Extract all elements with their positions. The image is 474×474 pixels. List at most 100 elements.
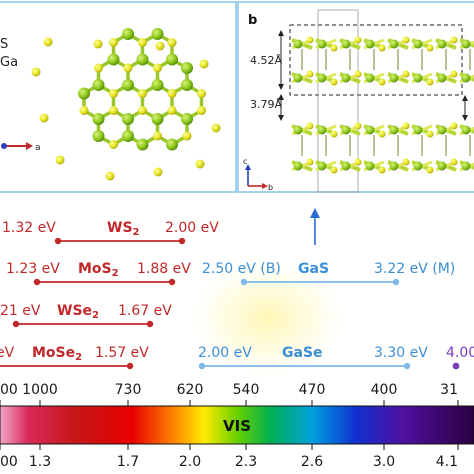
- ws2-band: [54, 237, 186, 245]
- s-atom: [378, 166, 386, 174]
- far-uv-value: 4.00: [446, 345, 474, 361]
- ga-atom: [181, 79, 193, 91]
- wse2-left-value: 21 eV: [0, 303, 41, 319]
- s-atom: [354, 158, 362, 166]
- ga-atom: [166, 138, 178, 151]
- axis-c-label: c: [243, 157, 247, 166]
- ga-atom: [293, 125, 303, 135]
- energy-tick-label: 00: [0, 454, 18, 470]
- gas-right-value: 3.22 eV (M): [374, 261, 455, 277]
- wavelength-tick-label: 00: [0, 382, 18, 398]
- s-atom: [426, 166, 434, 174]
- s-atom: [79, 106, 89, 115]
- s-atom: [138, 106, 147, 115]
- ga-atom: [107, 53, 120, 66]
- s-atom: [109, 106, 118, 115]
- ga-atom: [92, 79, 105, 91]
- s-atom: [109, 140, 118, 149]
- s-atom: [354, 36, 362, 44]
- mose2-band: [0, 362, 134, 370]
- s-atom: [402, 158, 410, 166]
- ga-atom: [461, 161, 471, 171]
- layered-structure: [291, 36, 474, 174]
- axis-cb-icon: [245, 164, 268, 189]
- s-atom: [378, 44, 386, 52]
- ga-atom: [365, 125, 375, 135]
- wavelength-tick-label: 1000: [22, 382, 58, 398]
- energy-tick-label: 1.7: [117, 454, 139, 470]
- energy-tick-label: 2.6: [301, 454, 323, 470]
- s-atom: [199, 59, 209, 69]
- s-atom: [450, 36, 458, 44]
- panel-b-letter: b: [248, 13, 257, 28]
- s-atom: [138, 38, 147, 47]
- gas-honeycomb-structure: [31, 28, 221, 181]
- s-atom: [211, 123, 221, 133]
- s-atom: [450, 158, 458, 166]
- ga-atom: [341, 39, 351, 49]
- wse2-name: WSe2: [57, 303, 99, 321]
- s-atom: [306, 122, 314, 130]
- s-atom: [123, 63, 133, 73]
- mos2-name: MoS2: [78, 261, 119, 279]
- s-atom: [197, 106, 206, 115]
- axis-a-label: a: [35, 143, 41, 153]
- s-atom: [197, 89, 206, 98]
- mose2-left-value: eV: [0, 345, 15, 361]
- s-atom: [55, 155, 65, 165]
- ga-atom: [413, 73, 423, 83]
- ga-atom: [413, 161, 423, 171]
- ga-atom: [341, 125, 351, 135]
- gase-left-value: 2.00 eV: [198, 345, 252, 361]
- mos2-right-value: 1.88 eV: [137, 261, 191, 277]
- wavelength-tick-label: 400: [371, 382, 398, 398]
- ga-atom: [136, 53, 149, 66]
- s-atom: [155, 41, 165, 51]
- ga-atom: [92, 130, 105, 142]
- ga-atom: [293, 161, 303, 171]
- ga-atom: [365, 73, 375, 83]
- s-atom: [426, 44, 434, 52]
- s-atom: [306, 158, 314, 166]
- s-atom: [39, 113, 49, 123]
- s-atom: [402, 70, 410, 78]
- wavelength-tick-label: 730: [115, 382, 142, 398]
- energy-tick-label: 2.0: [179, 454, 201, 470]
- ga-atom: [365, 39, 375, 49]
- energy-tick-label: 4.1: [436, 454, 458, 470]
- s-atom: [167, 38, 177, 47]
- gas-name: GaS: [298, 261, 329, 277]
- ga-atom: [317, 39, 327, 49]
- s-atom: [167, 106, 177, 115]
- ga-atom: [341, 161, 351, 171]
- ga-atom: [293, 39, 303, 49]
- s-atom: [109, 89, 118, 98]
- ga-atom: [461, 39, 471, 49]
- gas-band: [240, 278, 400, 286]
- spacing-arrow-icon: [278, 30, 468, 121]
- spectrum-bar: [0, 405, 474, 445]
- wavelength-tick-label: 470: [299, 382, 326, 398]
- s-atom: [330, 78, 338, 86]
- ga-atom: [389, 39, 399, 49]
- gase-right-value: 3.30 eV: [374, 345, 428, 361]
- ga-atom: [437, 39, 447, 49]
- mose2-right-value: 1.57 eV: [95, 345, 149, 361]
- s-atom: [109, 38, 118, 47]
- s-atom: [450, 122, 458, 130]
- s-atom: [93, 39, 103, 49]
- s-atom: [306, 70, 314, 78]
- energy-tick-label: 1.3: [29, 454, 51, 470]
- far-uv-marker: [452, 362, 460, 370]
- ga-atom: [293, 73, 303, 83]
- s-atom: [153, 167, 163, 177]
- s-atom: [195, 159, 205, 169]
- ga-atom: [317, 125, 327, 135]
- panel-a-frame: [0, 1, 237, 193]
- ga-atom: [122, 113, 134, 125]
- wse2-band: [12, 320, 154, 328]
- unit-cell-dashed-box: [289, 24, 463, 96]
- ga-atom: [317, 161, 327, 171]
- mos2-band: [33, 278, 176, 286]
- wavelength-tick-label: 540: [233, 382, 260, 398]
